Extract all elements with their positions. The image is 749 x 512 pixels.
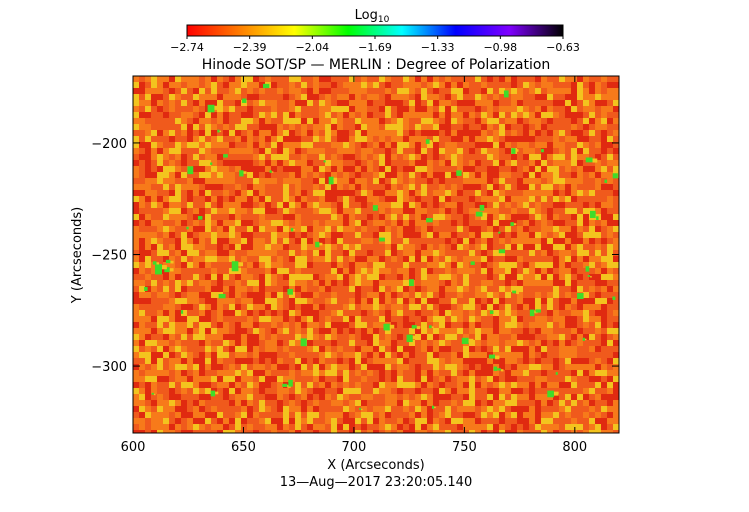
colorbar: Log10 −2.74 −2.39 −2.04 −1.69 −1.33 −0.98 −0.6…: [170, 8, 580, 54]
plot-title: Hinode SOT/SP — MERLIN : Degree of Polar…: [202, 57, 551, 73]
y-tick-label: −250: [91, 249, 127, 264]
x-tick-label: 650: [231, 440, 256, 455]
timestamp: 13—Aug—2017 23:20:05.140: [280, 475, 472, 490]
x-tick-label: 600: [121, 440, 146, 455]
x-axis-label: X (Arcseconds): [327, 458, 424, 473]
y-axis: −200 −250 −300: [91, 137, 619, 375]
y-tick-label: −300: [91, 360, 127, 375]
colorbar-tick-label: −1.33: [421, 41, 455, 54]
x-tick-label: 750: [452, 440, 477, 455]
colorbar-title-subscript: 10: [378, 15, 390, 25]
polarization-map: [132, 75, 620, 434]
map-speckle-texture: [133, 76, 619, 433]
colorbar-tick-label: −2.74: [170, 41, 204, 54]
colorbar-tick-label: −2.04: [295, 41, 329, 54]
colorbar-ticks: −2.74 −2.39 −2.04 −1.69 −1.33 −0.98 −0.63: [170, 36, 580, 54]
colorbar-tick-label: −0.98: [483, 41, 517, 54]
colorbar-tick-label: −2.39: [233, 41, 267, 54]
colorbar-title: Log10: [355, 8, 390, 25]
y-axis-label: Y (Arcseconds): [70, 207, 85, 304]
x-axis: 600 650 700 750 800: [121, 76, 587, 455]
colorbar-tick-label: −0.63: [546, 41, 580, 54]
colorbar-gradient: [186, 24, 564, 37]
x-tick-label: 700: [341, 440, 366, 455]
x-tick-label: 800: [562, 440, 587, 455]
colorbar-tick-label: −1.69: [358, 41, 392, 54]
y-tick-label: −200: [91, 137, 127, 152]
